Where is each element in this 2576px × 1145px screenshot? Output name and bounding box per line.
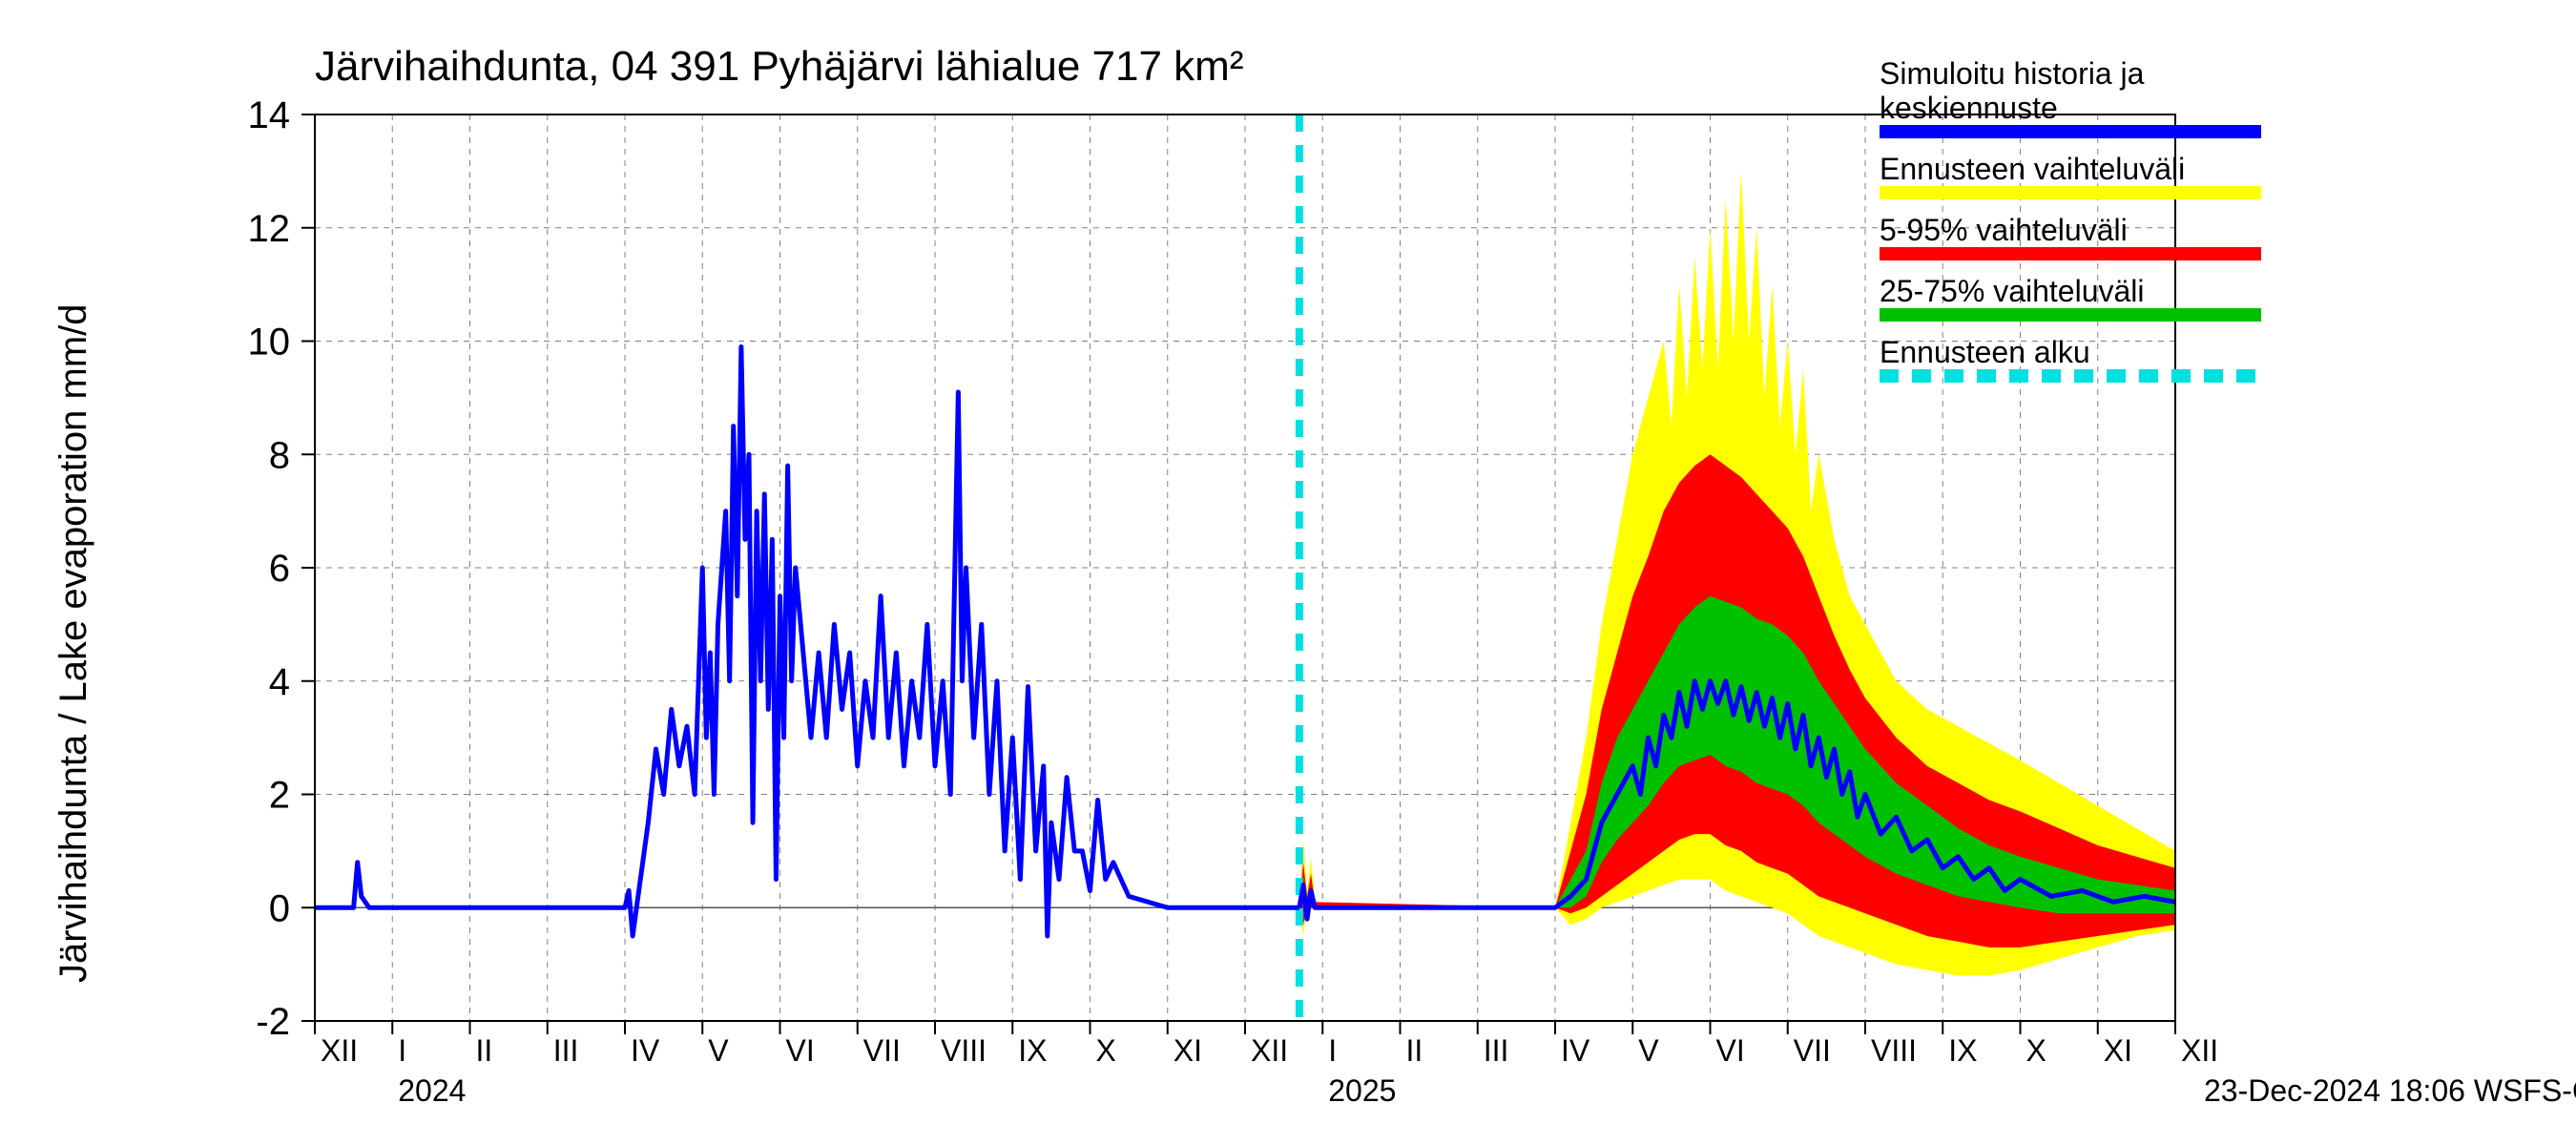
- legend-label: Ennusteen alku: [1880, 335, 2090, 369]
- ytick-label: 4: [269, 661, 290, 703]
- xtick-label: XI: [2104, 1033, 2132, 1068]
- xtick-label: IX: [1948, 1033, 1977, 1068]
- year-label: 2025: [1328, 1073, 1396, 1108]
- ytick-label: 2: [269, 775, 290, 817]
- xtick-label: XII: [1251, 1033, 1288, 1068]
- xtick-label: VI: [1716, 1033, 1745, 1068]
- ytick-label: 14: [248, 94, 291, 136]
- xtick-label: VIII: [1871, 1033, 1917, 1068]
- ytick-label: -2: [256, 1001, 290, 1043]
- legend-label: Simuloitu historia ja: [1880, 56, 2145, 91]
- chart-svg: -202468101214XIIIIIIIIIVVVIVIIVIIIIXXXIX…: [0, 0, 2576, 1145]
- year-label: 2024: [398, 1073, 466, 1108]
- ytick-label: 6: [269, 548, 290, 590]
- xtick-label: IV: [1561, 1033, 1590, 1068]
- legend: Simuloitu historia jakeskiennuste Ennuste…: [1880, 56, 2261, 376]
- ytick-label: 8: [269, 434, 290, 476]
- xtick-label: XII: [2181, 1033, 2218, 1068]
- ytick-label: 10: [248, 322, 291, 364]
- chart-title: Järvihaihdunta, 04 391 Pyhäjärvi lähialu…: [315, 43, 1243, 90]
- ytick-label: 12: [248, 208, 291, 250]
- xtick-label: III: [553, 1033, 579, 1068]
- legend-label: 5-95% vaihteluväli: [1880, 213, 2128, 247]
- xtick-label: XII: [321, 1033, 358, 1068]
- xtick-label: X: [1096, 1033, 1116, 1068]
- legend-label: Ennusteen vaihteluväli: [1880, 152, 2185, 186]
- xtick-label: VII: [1794, 1033, 1831, 1068]
- xtick-label: III: [1484, 1033, 1509, 1068]
- y-axis-title: Järvihaihdunta / Lake evaporation mm/d: [52, 303, 94, 983]
- xtick-label: V: [708, 1033, 729, 1068]
- xtick-label: VI: [786, 1033, 815, 1068]
- xtick-label: XI: [1174, 1033, 1202, 1068]
- chart-footer: 23-Dec-2024 18:06 WSFS-O: [2204, 1073, 2576, 1108]
- chart-container: -202468101214XIIIIIIIIIVVVIVIIVIIIIXXXIX…: [0, 0, 2576, 1145]
- xtick-label: IX: [1018, 1033, 1047, 1068]
- xtick-label: X: [2026, 1033, 2046, 1068]
- xtick-label: II: [1406, 1033, 1423, 1068]
- xtick-label: I: [398, 1033, 406, 1068]
- ytick-label: 0: [269, 887, 290, 929]
- xtick-label: VIII: [941, 1033, 987, 1068]
- xtick-label: II: [476, 1033, 493, 1068]
- legend-label: 25-75% vaihteluväli: [1880, 274, 2145, 308]
- xtick-label: VII: [863, 1033, 901, 1068]
- legend-label: keskiennuste: [1880, 91, 2058, 125]
- xtick-label: V: [1638, 1033, 1659, 1068]
- xtick-label: IV: [631, 1033, 660, 1068]
- xtick-label: I: [1328, 1033, 1337, 1068]
- history-line: [315, 346, 1299, 936]
